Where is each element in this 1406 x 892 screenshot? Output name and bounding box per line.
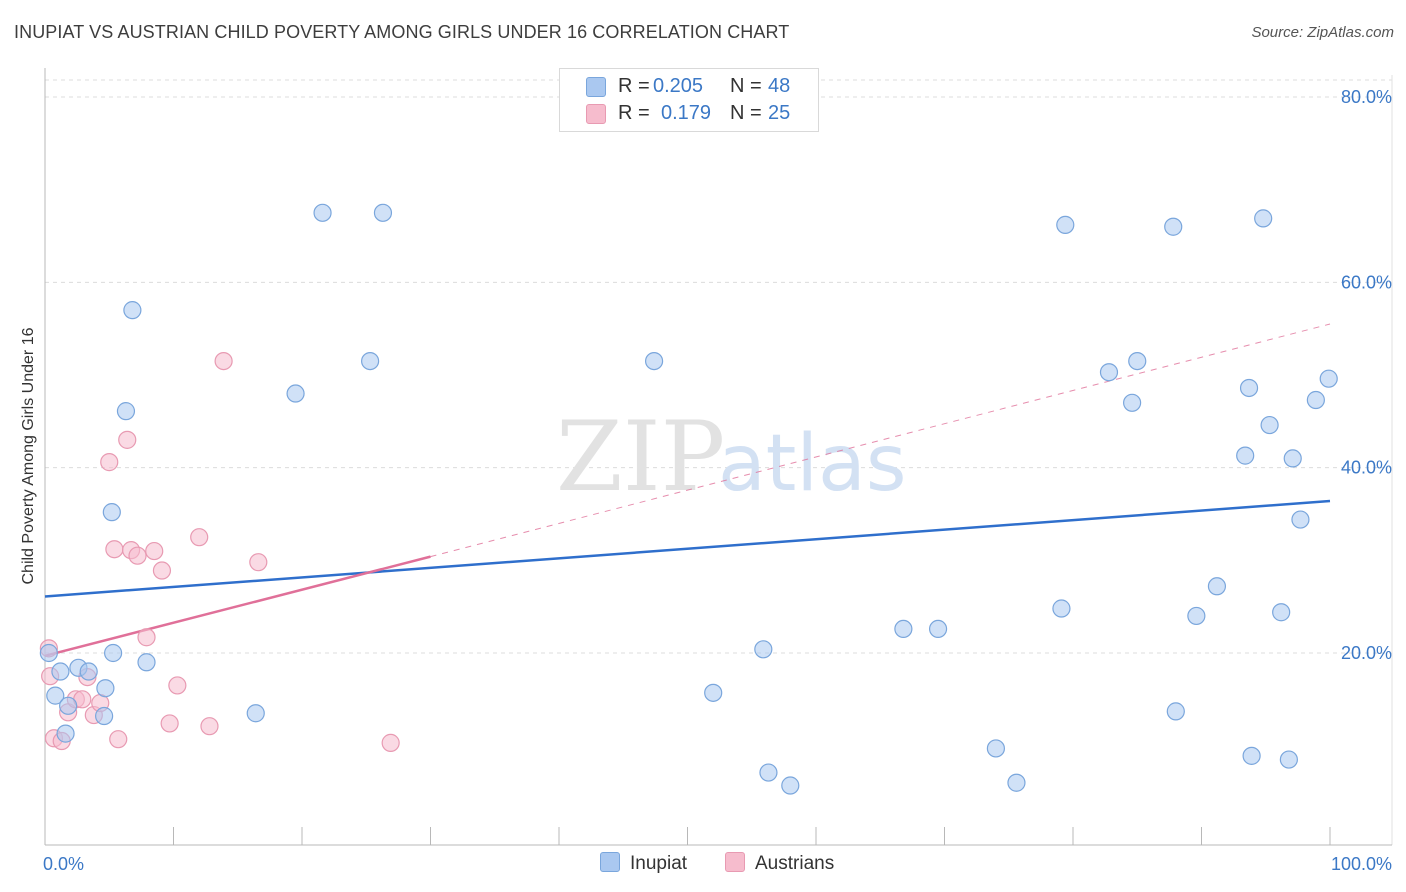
point-austrians xyxy=(145,541,164,561)
stats-legend: R = 0.205 N = 48 R = 0.179 N = 25 xyxy=(559,68,819,132)
point-inupiat xyxy=(1007,773,1026,792)
point-austrians xyxy=(152,561,172,580)
watermark: ZIP atlas xyxy=(556,401,907,513)
point-inupiat xyxy=(96,679,115,698)
legend-n-value: 25 xyxy=(768,102,791,124)
point-austrians xyxy=(190,528,209,547)
source-label: Source: ZipAtlas.com xyxy=(1251,24,1394,41)
point-inupiat xyxy=(928,619,948,639)
legend-r-value: 0.179 xyxy=(661,102,712,124)
legend-n-value: 48 xyxy=(768,75,791,97)
point-inupiat xyxy=(1187,606,1206,626)
point-inupiat xyxy=(894,619,913,639)
point-inupiat xyxy=(56,724,75,743)
point-inupiat xyxy=(51,662,70,681)
point-inupiat xyxy=(1128,352,1147,371)
point-inupiat xyxy=(59,696,78,715)
point-austrians xyxy=(137,628,156,647)
point-inupiat xyxy=(644,352,664,371)
point-inupiat xyxy=(1052,599,1071,618)
point-inupiat xyxy=(1239,378,1259,398)
point-austrians xyxy=(381,733,400,752)
point-inupiat xyxy=(1254,209,1273,228)
x-tick-label: 0.0% xyxy=(43,854,84,874)
bottom-legend-swatch-austrians xyxy=(725,852,745,872)
point-austrians xyxy=(109,730,128,749)
legend-r-value: 0.205 xyxy=(653,75,704,97)
point-inupiat xyxy=(1207,577,1227,596)
point-inupiat xyxy=(1242,746,1261,765)
axes xyxy=(44,68,1392,846)
y-tick-label: 60.0% xyxy=(1341,272,1392,292)
point-inupiat xyxy=(1164,217,1183,236)
y-axis-title: Child Poverty Among Girls Under 16 xyxy=(20,327,37,584)
point-inupiat xyxy=(79,662,98,681)
trendlines xyxy=(44,323,1331,657)
bottom-legend-austrians: Austrians xyxy=(725,852,834,875)
legend-r-label: R = xyxy=(618,75,650,97)
point-inupiat xyxy=(1056,215,1075,234)
trendline-inupiat xyxy=(44,499,1331,598)
point-inupiat xyxy=(1236,446,1255,465)
point-inupiat xyxy=(1099,363,1119,382)
watermark-zip: ZIP xyxy=(556,401,725,513)
bottom-legend-label-austrians: Austrians xyxy=(755,853,835,874)
point-inupiat xyxy=(1319,369,1338,388)
point-inupiat xyxy=(39,643,58,663)
point-inupiat xyxy=(704,683,723,702)
legend-n-label: N = xyxy=(730,102,762,124)
point-inupiat xyxy=(759,763,778,782)
point-inupiat xyxy=(373,203,393,222)
data-points xyxy=(39,203,1338,795)
point-inupiat xyxy=(95,706,114,726)
point-inupiat xyxy=(313,203,332,222)
point-inupiat xyxy=(104,643,123,663)
point-austrians xyxy=(118,430,137,449)
legend-r-label: R = xyxy=(618,102,650,124)
legend-n-label: N = xyxy=(730,75,762,97)
point-austrians xyxy=(105,540,124,559)
point-austrians xyxy=(200,717,219,736)
watermark-atlas: atlas xyxy=(718,419,907,509)
trendline-austrians xyxy=(44,555,431,657)
point-austrians xyxy=(100,453,119,472)
point-inupiat xyxy=(1279,750,1298,769)
point-inupiat xyxy=(1283,449,1302,468)
point-inupiat xyxy=(1166,702,1185,721)
point-inupiat xyxy=(246,704,265,723)
point-austrians xyxy=(214,352,233,371)
point-inupiat xyxy=(1291,510,1310,529)
x-tick-label: 100.0% xyxy=(1331,854,1392,874)
legend-swatch-austrians xyxy=(586,104,606,124)
point-inupiat xyxy=(116,402,136,421)
point-inupiat xyxy=(46,686,65,705)
legend-swatch-inupiat xyxy=(586,77,606,97)
y-tick-label: 40.0% xyxy=(1341,458,1392,478)
bottom-legend-swatch-inupiat xyxy=(600,852,620,872)
grid-lines xyxy=(45,75,1393,845)
point-inupiat xyxy=(781,776,800,795)
point-inupiat xyxy=(286,384,305,403)
point-inupiat xyxy=(1260,415,1279,435)
point-inupiat xyxy=(102,503,121,522)
chart-title: INUPIAT VS AUSTRIAN CHILD POVERTY AMONG … xyxy=(14,22,790,42)
point-inupiat xyxy=(754,640,773,659)
y-tick-label: 20.0% xyxy=(1341,643,1392,663)
point-inupiat xyxy=(986,739,1006,758)
point-inupiat xyxy=(137,653,156,672)
point-inupiat xyxy=(1272,603,1291,622)
bottom-legend-label-inupiat: Inupiat xyxy=(630,853,688,874)
y-tick-label: 80.0% xyxy=(1341,87,1392,107)
point-inupiat xyxy=(1123,393,1142,412)
point-inupiat xyxy=(1306,390,1325,410)
point-austrians xyxy=(168,676,187,695)
point-austrians xyxy=(249,553,268,572)
point-austrians xyxy=(128,546,147,565)
tick-labels: 20.0% 40.0% 60.0% 80.0% 0.0% 100.0% xyxy=(43,87,1392,874)
point-inupiat xyxy=(123,301,142,320)
point-inupiat xyxy=(361,352,380,371)
point-austrians xyxy=(160,714,179,733)
bottom-legend-inupiat: Inupiat xyxy=(600,852,687,875)
